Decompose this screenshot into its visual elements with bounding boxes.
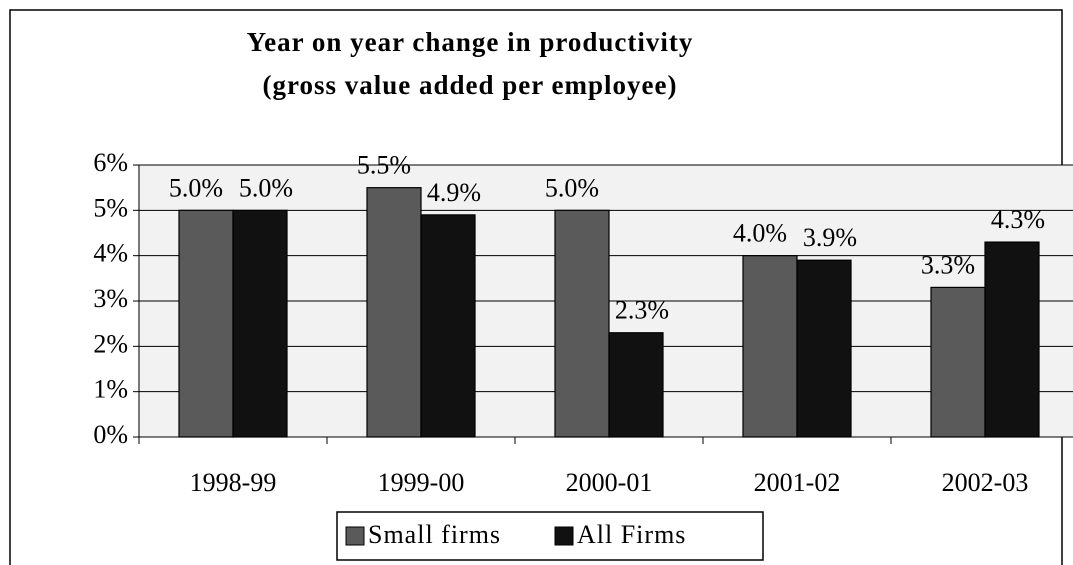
value-label: 4.0% bbox=[733, 219, 787, 248]
x-tick-label: 2002-03 bbox=[942, 468, 1029, 497]
bar bbox=[232, 209, 288, 438]
legend-swatch bbox=[554, 526, 574, 546]
chart-title: Year on year change in productivity bbox=[247, 27, 694, 57]
value-label: 4.9% bbox=[427, 178, 481, 207]
x-tick-label: 2001-02 bbox=[754, 468, 841, 497]
y-tick-label: 2% bbox=[93, 329, 128, 358]
y-tick-label: 0% bbox=[93, 420, 128, 449]
legend-box bbox=[336, 511, 764, 561]
bar bbox=[366, 187, 422, 438]
y-tick-label: 1% bbox=[93, 375, 128, 404]
legend-label: Small firms bbox=[368, 520, 501, 549]
x-tick-label: 2000-01 bbox=[566, 468, 653, 497]
chart-subtitle: (gross value added per employee) bbox=[263, 70, 678, 100]
value-label: 5.0% bbox=[239, 173, 293, 202]
legend-swatch bbox=[345, 526, 365, 546]
value-label: 2.3% bbox=[615, 296, 669, 325]
value-label: 5.0% bbox=[169, 173, 223, 202]
x-tick-label: 1999-00 bbox=[378, 468, 465, 497]
x-tick-label: 1998-99 bbox=[190, 468, 277, 497]
bar bbox=[984, 241, 1040, 438]
y-tick-label: 3% bbox=[93, 284, 128, 313]
value-label: 5.0% bbox=[545, 173, 599, 202]
value-label: 3.9% bbox=[803, 223, 857, 252]
y-tick-label: 4% bbox=[93, 239, 128, 268]
value-label: 4.3% bbox=[991, 205, 1045, 234]
value-label: 3.3% bbox=[921, 250, 975, 279]
bar bbox=[178, 209, 234, 438]
legend-label: All Firms bbox=[577, 520, 686, 549]
bar bbox=[554, 209, 610, 438]
y-tick-label: 5% bbox=[93, 193, 128, 222]
bar bbox=[796, 259, 852, 438]
bar bbox=[608, 332, 664, 438]
value-label: 5.5% bbox=[357, 151, 411, 180]
bar bbox=[420, 214, 476, 438]
bar bbox=[742, 255, 798, 438]
bar bbox=[930, 286, 986, 438]
y-tick-label: 6% bbox=[93, 148, 128, 177]
